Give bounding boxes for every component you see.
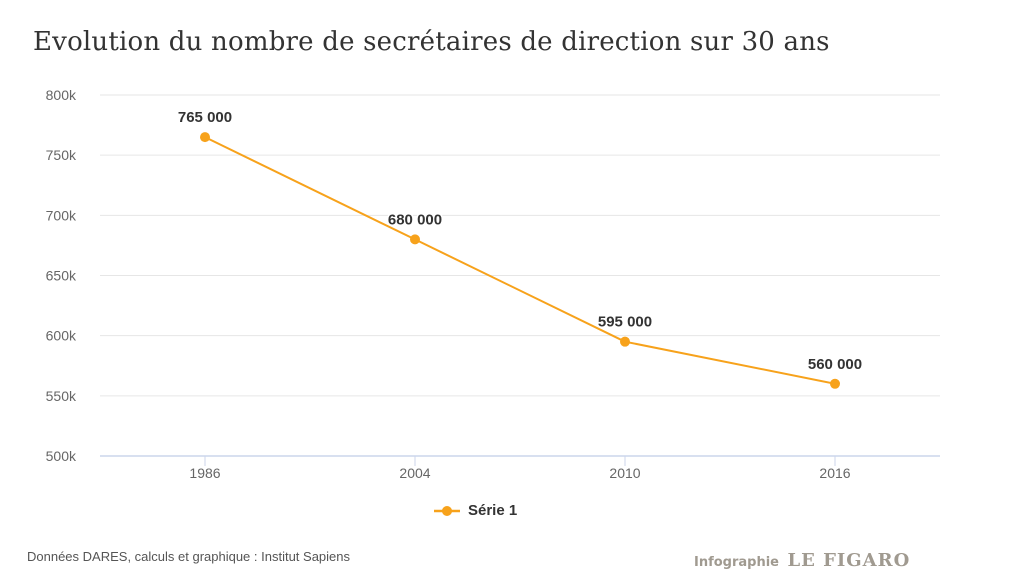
y-tick-label: 650k (46, 268, 77, 284)
y-tick-label: 550k (46, 388, 77, 404)
data-point (830, 378, 840, 389)
x-tick-label: 2004 (399, 465, 430, 481)
credit-prefix: Infographie (694, 555, 780, 570)
data-point (200, 132, 210, 143)
x-tick-label: 2010 (609, 465, 640, 481)
data-point (620, 336, 630, 347)
y-tick-label: 500k (46, 448, 77, 464)
legend-item-serie-1[interactable]: Série 1 (434, 502, 517, 519)
chart-title: Evolution du nombre de secrétaires de di… (33, 27, 830, 57)
source-note: Données DARES, calculs et graphique : In… (27, 549, 351, 564)
y-tick-label: 800k (46, 87, 77, 103)
x-axis: 1986 2004 2010 2016 (100, 455, 940, 481)
series-line (200, 132, 840, 389)
x-tick-label: 2016 (819, 465, 850, 481)
legend-marker-icon (434, 505, 460, 516)
data-labels: 765 000 680 000 595 000 560 000 (176, 108, 863, 375)
data-label: 765 000 (178, 109, 232, 126)
data-label: 680 000 (388, 211, 442, 228)
series-line-path (204, 136, 836, 385)
y-axis-tick-labels: 500k 550k 600k 650k 700k 750k 800k (46, 87, 77, 464)
y-tick-label: 700k (46, 207, 77, 223)
x-tick-label: 1986 (189, 465, 220, 481)
legend-label: Série 1 (468, 502, 518, 519)
data-label: 595 000 (598, 314, 652, 331)
credit: Infographie LE FIGARO (694, 550, 910, 571)
gridlines (100, 94, 940, 397)
brand-logo: LE FIGARO (787, 550, 911, 571)
data-label: 560 000 (808, 356, 862, 373)
y-tick-label: 750k (46, 147, 77, 163)
y-tick-label: 600k (46, 328, 77, 344)
data-point (410, 234, 420, 245)
